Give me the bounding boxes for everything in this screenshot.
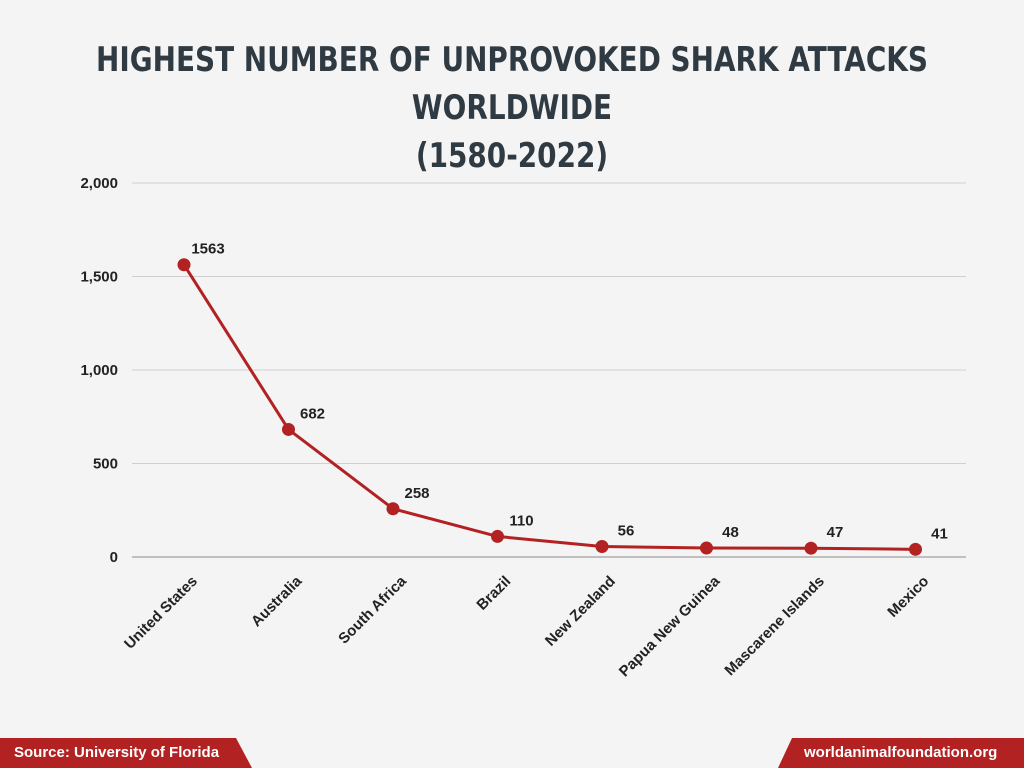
- y-tick-label: 1,500: [80, 269, 118, 286]
- chart-title-line-1: HIGHEST NUMBER OF UNPROVOKED SHARK ATTAC…: [96, 40, 928, 128]
- x-tick-label: Australia: [248, 572, 306, 630]
- x-tick-label: Papua New Guinea: [616, 572, 724, 680]
- y-tick-label: 1,000: [80, 362, 118, 379]
- data-label: 1563: [191, 241, 224, 258]
- data-label: 56: [618, 523, 635, 540]
- data-label: 110: [509, 512, 533, 529]
- y-tick-label: 2,000: [80, 175, 118, 192]
- source-text: Source: University of Florida: [14, 744, 220, 761]
- data-point: [700, 541, 713, 555]
- website-text[interactable]: worldanimalfoundation.org: [804, 744, 998, 761]
- x-tick-label: United States: [121, 573, 201, 653]
- data-label: 48: [722, 524, 739, 541]
- data-point: [909, 542, 922, 556]
- y-tick-label: 500: [93, 456, 118, 473]
- data-label: 47: [827, 524, 844, 541]
- x-tick-label: Mascarene Islands: [721, 573, 827, 679]
- data-label: 682: [300, 405, 325, 422]
- source-banner: Source: University of Florida: [0, 738, 252, 768]
- data-point: [595, 540, 609, 554]
- x-tick-label: Mexico: [884, 573, 932, 621]
- chart-title-line-2: (1580-2022): [415, 136, 609, 176]
- data-point: [177, 258, 191, 272]
- x-tick-label: South Africa: [335, 572, 410, 647]
- data-point: [386, 502, 400, 516]
- website-banner[interactable]: worldanimalfoundation.org: [778, 738, 1024, 768]
- data-point: [491, 529, 504, 543]
- data-point: [282, 422, 295, 436]
- data-label: 41: [931, 525, 948, 542]
- y-tick-label: 0: [110, 549, 118, 566]
- data-point: [804, 541, 818, 555]
- series-line: [182, 263, 916, 551]
- chart-title: HIGHEST NUMBER OF UNPROVOKED SHARK ATTAC…: [92, 36, 932, 180]
- data-label: 258: [404, 485, 429, 502]
- x-tick-label: New Zealand: [542, 573, 619, 650]
- x-tick-label: Brazil: [473, 573, 514, 614]
